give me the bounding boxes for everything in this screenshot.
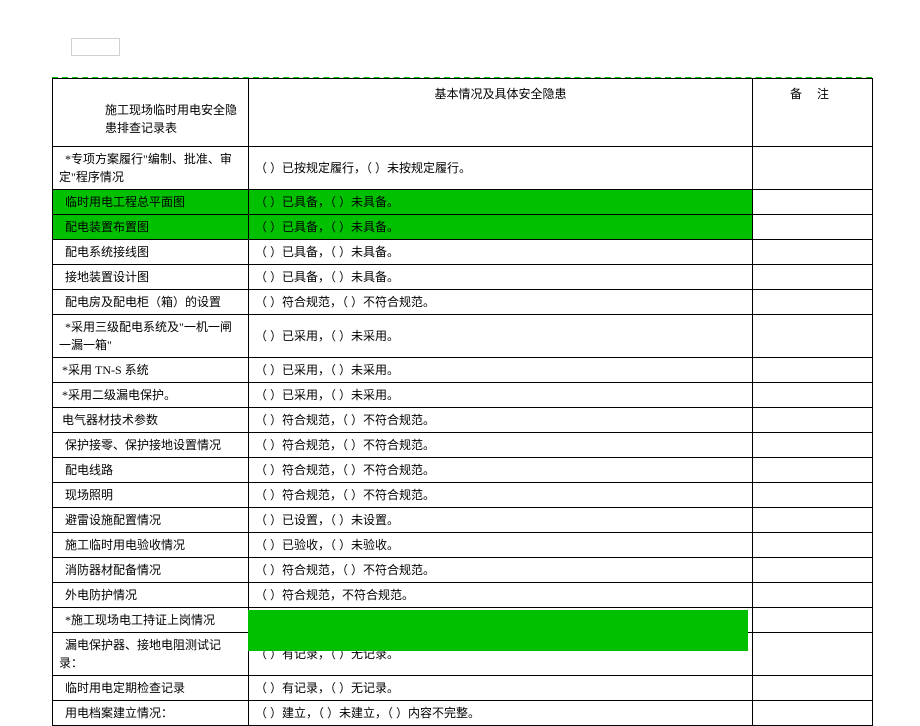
row-label: 漏电保护器、接地电阻测试记录： (53, 633, 249, 676)
row-label: 配电房及配电柜（箱）的设置 (53, 290, 249, 315)
row-remark (753, 533, 873, 558)
table-row: 施工临时用电验收情况（ ）已验收，（ ）未验收。 (53, 533, 873, 558)
row-label: *采用二级漏电保护。 (53, 383, 249, 408)
row-content: （ ）符合规范，（ ）不符合规范。 (249, 458, 753, 483)
row-content: （ ）已具备，（ ）未具备。 (249, 190, 753, 215)
header-col3: 备 注 (753, 79, 873, 147)
row-content: （ ）建立，（ ）未建立，（ ）内容不完整。 (249, 701, 753, 726)
row-label: 接地装置设计图 (53, 265, 249, 290)
row-content: （ ）已采用，（ ）未采用。 (249, 358, 753, 383)
row-label: 配电装置布置图 (53, 215, 249, 240)
row-content: （ ）已具备，（ ）未具备。 (249, 215, 753, 240)
row-label: *采用三级配电系统及"一机一闸一漏一箱" (53, 315, 249, 358)
row-content: （ ）已设置，（ ）未设置。 (249, 508, 753, 533)
header-col1: 施工现场临时用电安全隐患排查记录表 (53, 79, 249, 147)
row-remark (753, 676, 873, 701)
row-remark (753, 583, 873, 608)
bottom-green-block (248, 610, 748, 651)
table-row: 外电防护情况（ ）符合规范，不符合规范。 (53, 583, 873, 608)
row-label: 保护接零、保护接地设置情况 (53, 433, 249, 458)
row-label: 施工临时用电验收情况 (53, 533, 249, 558)
row-content: （ ）已按规定履行，（ ）未按规定履行。 (249, 147, 753, 190)
row-label: 消防器材配备情况 (53, 558, 249, 583)
row-content: （ ）符合规范，（ ）不符合规范。 (249, 290, 753, 315)
row-label: 现场照明 (53, 483, 249, 508)
row-content: （ ）符合规范，（ ）不符合规范。 (249, 433, 753, 458)
table-row: *采用二级漏电保护。（ ）已采用，（ ）未采用。 (53, 383, 873, 408)
row-remark (753, 358, 873, 383)
top-small-box (71, 38, 120, 56)
row-remark (753, 190, 873, 215)
row-label: *施工现场电工持证上岗情况 (53, 608, 249, 633)
row-remark (753, 147, 873, 190)
table-row: 消防器材配备情况（ ）符合规范，（ ）不符合规范。 (53, 558, 873, 583)
row-remark (753, 558, 873, 583)
table-row: *采用 TN-S 系统（ ）已采用，（ ）未采用。 (53, 358, 873, 383)
row-remark (753, 483, 873, 508)
header-col2: 基本情况及具体安全隐患 (249, 79, 753, 147)
table-row: 配电系统接线图（ ）已具备，（ ）未具备。 (53, 240, 873, 265)
row-content: （ ）已采用，（ ）未采用。 (249, 383, 753, 408)
table-row: 电气器材技术参数（ ）符合规范，（ ）不符合规范。 (53, 408, 873, 433)
row-label: 配电线路 (53, 458, 249, 483)
row-label: 临时用电工程总平面图 (53, 190, 249, 215)
row-label: 避雷设施配置情况 (53, 508, 249, 533)
table-row: *专项方案履行"编制、批准、审定"程序情况（ ）已按规定履行，（ ）未按规定履行… (53, 147, 873, 190)
row-remark (753, 408, 873, 433)
row-content: （ ）符合规范，（ ）不符合规范。 (249, 483, 753, 508)
row-remark (753, 633, 873, 676)
table-row: 用电档案建立情况：（ ）建立，（ ）未建立，（ ）内容不完整。 (53, 701, 873, 726)
table-row: 配电房及配电柜（箱）的设置（ ）符合规范，（ ）不符合规范。 (53, 290, 873, 315)
row-content: （ ）已验收，（ ）未验收。 (249, 533, 753, 558)
table-row: 配电装置布置图（ ）已具备，（ ）未具备。 (53, 215, 873, 240)
table-row: 保护接零、保护接地设置情况（ ）符合规范，（ ）不符合规范。 (53, 433, 873, 458)
row-label: *采用 TN-S 系统 (53, 358, 249, 383)
table-row: *采用三级配电系统及"一机一闸一漏一箱"（ ）已采用，（ ）未采用。 (53, 315, 873, 358)
table-row: 配电线路（ ）符合规范，（ ）不符合规范。 (53, 458, 873, 483)
table-row: 接地装置设计图（ ）已具备，（ ）未具备。 (53, 265, 873, 290)
row-content: （ ）已具备，（ ）未具备。 (249, 240, 753, 265)
table-row: 避雷设施配置情况（ ）已设置，（ ）未设置。 (53, 508, 873, 533)
row-remark (753, 315, 873, 358)
row-content: （ ）符合规范，不符合规范。 (249, 583, 753, 608)
row-remark (753, 240, 873, 265)
row-label: 外电防护情况 (53, 583, 249, 608)
row-remark (753, 265, 873, 290)
row-content: （ ）符合规范，（ ）不符合规范。 (249, 408, 753, 433)
row-content: （ ）有记录，（ ）无记录。 (249, 676, 753, 701)
row-remark (753, 383, 873, 408)
row-label: *专项方案履行"编制、批准、审定"程序情况 (53, 147, 249, 190)
row-label: 临时用电定期检查记录 (53, 676, 249, 701)
row-label: 配电系统接线图 (53, 240, 249, 265)
row-content: （ ）符合规范，（ ）不符合规范。 (249, 558, 753, 583)
row-remark (753, 458, 873, 483)
table-row: 现场照明（ ）符合规范，（ ）不符合规范。 (53, 483, 873, 508)
row-content: （ ）已具备，（ ）未具备。 (249, 265, 753, 290)
row-label: 用电档案建立情况： (53, 701, 249, 726)
row-remark (753, 290, 873, 315)
row-remark (753, 701, 873, 726)
row-content: （ ）已采用，（ ）未采用。 (249, 315, 753, 358)
table-row: 临时用电定期检查记录（ ）有记录，（ ）无记录。 (53, 676, 873, 701)
row-remark (753, 508, 873, 533)
row-remark (753, 433, 873, 458)
table-header-row: 施工现场临时用电安全隐患排查记录表 基本情况及具体安全隐患 备 注 (53, 79, 873, 147)
row-label: 电气器材技术参数 (53, 408, 249, 433)
table-row: 临时用电工程总平面图（ ）已具备，（ ）未具备。 (53, 190, 873, 215)
row-remark (753, 215, 873, 240)
row-remark (753, 608, 873, 633)
